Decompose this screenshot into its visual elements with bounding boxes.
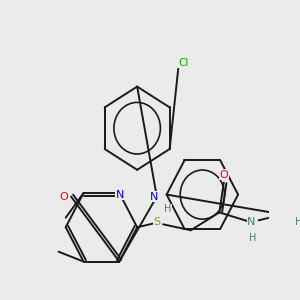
Text: O: O [219, 170, 228, 180]
Text: N: N [116, 190, 124, 200]
Text: H: H [164, 204, 171, 214]
Text: H: H [249, 233, 256, 243]
Text: N: N [247, 217, 256, 227]
Text: N: N [150, 192, 158, 202]
Text: O: O [59, 192, 68, 202]
Text: S: S [153, 217, 161, 227]
Text: H: H [295, 217, 300, 227]
Text: Cl: Cl [178, 58, 189, 68]
